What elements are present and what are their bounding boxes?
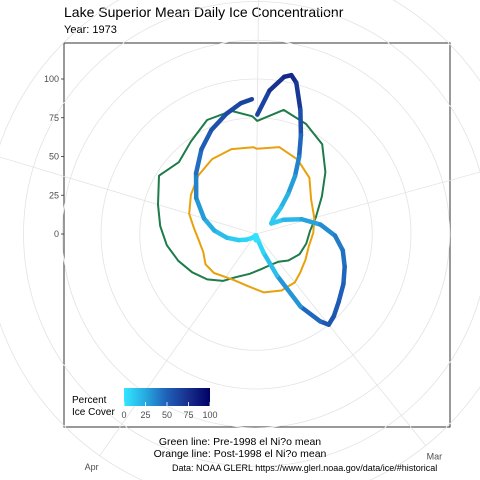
angular-grid-spoke <box>99 233 257 456</box>
legend: Percent Ice Cover 0 25 50 75 100 <box>72 388 218 420</box>
ice-cover-segment <box>340 248 347 270</box>
ice-cover-segment <box>209 111 229 133</box>
ice-cover-segment <box>212 228 230 240</box>
ice-cover-segment <box>199 127 214 152</box>
ice-cover-segment <box>331 299 341 319</box>
ice-cover-segment <box>285 173 298 197</box>
angular-grid-spoke <box>255 171 480 235</box>
legend-colorbar <box>124 388 210 406</box>
radial-grid-circle <box>139 117 373 351</box>
angular-grid-spoke <box>255 233 426 446</box>
radial-tick-layer: 0 25 50 75 100 <box>44 74 64 239</box>
angular-grid-spoke <box>255 0 259 235</box>
ice-cover-segment <box>298 304 323 324</box>
series-layer <box>157 72 347 327</box>
legend-title-line2: Ice Cover <box>72 407 115 418</box>
ice-cover-segment <box>278 191 291 211</box>
caption-orange-line: Orange line: Post-1998 el Ni?o mean <box>153 448 327 460</box>
legend-tick-layer: 0 25 50 75 100 <box>121 402 218 420</box>
ice-cover-segment <box>332 233 346 253</box>
radial-tick-label: 0 <box>54 229 59 239</box>
ice-cover-segment <box>318 222 338 238</box>
month-label: Mar <box>427 452 443 462</box>
angular-grid-spoke <box>0 156 257 235</box>
ice-cover-segment <box>267 74 287 93</box>
legend-tick-label: 25 <box>140 410 150 420</box>
radial-grid-circle <box>23 1 480 467</box>
radial-tick-label: 25 <box>49 190 59 200</box>
legend-tick-label: 50 <box>162 410 172 420</box>
ice-cover-segment <box>336 281 346 305</box>
ice-cover-segment <box>294 80 303 113</box>
ice-cover-segment <box>224 100 244 116</box>
ice-cover-segment <box>255 237 266 255</box>
radial-tick-label: 100 <box>44 74 59 84</box>
chart-subtitle: Year: 1973 <box>64 24 117 36</box>
ice-cover-segment <box>193 195 207 221</box>
ice-cover-segment <box>296 132 304 160</box>
legend-tick-label: 75 <box>183 410 193 420</box>
legend-tick-label: 100 <box>202 410 217 420</box>
radial-grid-circle <box>100 78 412 390</box>
caption-green-line: Green line: Pre-1998 el Ni?o mean <box>158 436 322 448</box>
radial-tick-label: 50 <box>49 152 59 162</box>
ice-cover-segment <box>298 107 304 138</box>
ice-cover-segment <box>201 216 217 233</box>
ice-cover-segment <box>299 217 323 227</box>
ice-cover-segment <box>341 264 347 287</box>
legend-tick-label: 0 <box>121 410 126 420</box>
ice-cover-segment <box>292 154 302 179</box>
ice-cover-segment <box>261 250 280 278</box>
ice-cover-segment <box>255 88 272 117</box>
chart-title: Lake Superior Mean Daily Ice Concentrati… <box>64 4 344 20</box>
ice-cover-segment <box>193 147 204 176</box>
data-source: Data: NOAA GLERL https://www.glerl.noaa.… <box>172 463 438 473</box>
mean-line-series-0 <box>157 108 327 282</box>
ice-cover-segment <box>274 273 303 309</box>
legend-title-line1: Percent <box>72 395 107 406</box>
ice-cover-segment <box>238 96 255 106</box>
radial-tick-label: 75 <box>49 113 59 123</box>
month-label: Apr <box>85 462 99 472</box>
